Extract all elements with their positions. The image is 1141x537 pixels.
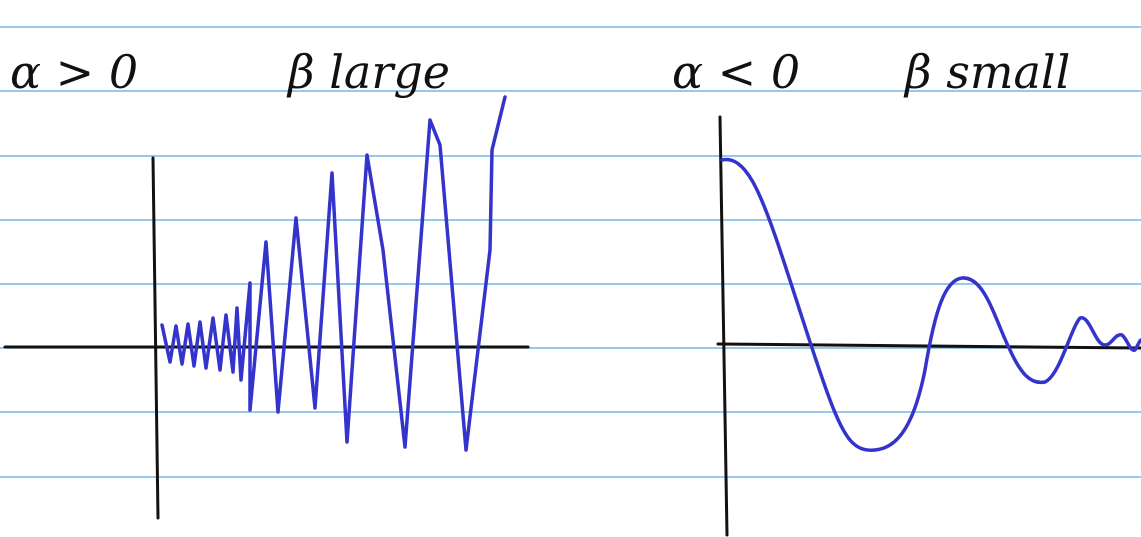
- y-axis: [153, 158, 158, 518]
- growing-oscillation: [162, 97, 505, 450]
- left-alpha-label: α > 0: [10, 45, 138, 99]
- right-alpha-label: α < 0: [672, 45, 800, 99]
- damped-oscillation: [722, 160, 1141, 451]
- note-page: α > 0 β large α < 0 β small: [0, 0, 1141, 537]
- right-beta-label: β small: [903, 45, 1070, 99]
- y-axis: [720, 117, 727, 535]
- left-sketch: [5, 97, 528, 518]
- left-beta-label: β large: [286, 45, 450, 99]
- right-sketch: [718, 117, 1141, 535]
